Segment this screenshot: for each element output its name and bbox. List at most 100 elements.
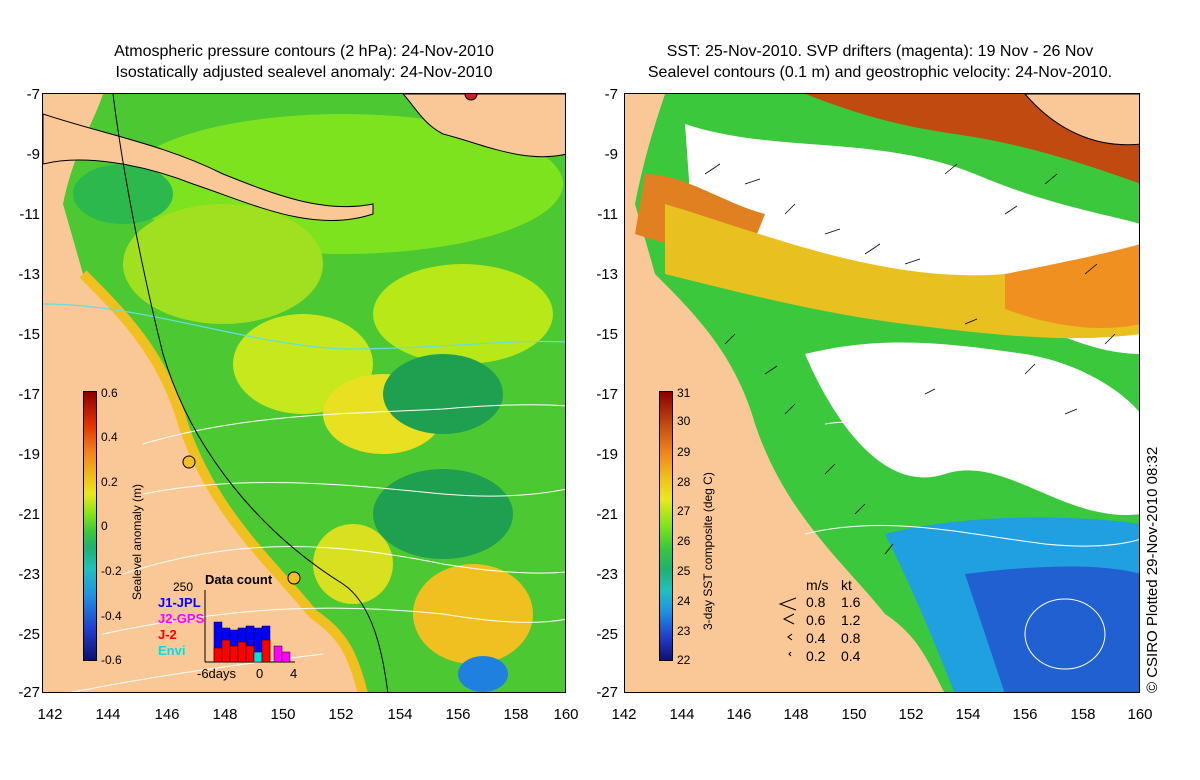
right-y-label: -21	[596, 506, 618, 523]
sealevel-contour-3	[1024, 598, 1106, 670]
sealevel-tick-4: -0.2	[101, 564, 122, 578]
left-y-label: -9	[26, 146, 40, 163]
left-x-label: 158	[503, 706, 529, 723]
right-map-panel	[624, 93, 1140, 693]
sealevel-contour-1	[824, 421, 1139, 469]
right-y-label: -25	[596, 626, 618, 643]
cloud-mask-2	[805, 342, 1139, 515]
right-y-label: -7	[604, 86, 618, 103]
coastal-band	[79, 270, 368, 692]
right-y-label: -19	[596, 446, 618, 463]
sst-tick-4: 27	[677, 504, 691, 518]
sealevel-anomaly-map	[43, 94, 565, 692]
right-y-label: -23	[596, 566, 618, 583]
anomaly-patch-2	[123, 204, 323, 324]
sealevel-tick-5: -0.4	[101, 609, 122, 623]
sealevel-tick-1: 0.4	[101, 430, 118, 444]
right-title-line1: SST: 25-Nov-2010. SVP drifters (magenta)…	[666, 43, 1094, 60]
left-y-label: -13	[18, 266, 40, 283]
left-y-label: -19	[18, 446, 40, 463]
right-y-label: -9	[604, 146, 618, 163]
left-title-line2: Isostatically adjusted sealevel anomaly:…	[115, 64, 493, 81]
velocity-row-0-ms: 0.8	[806, 594, 826, 610]
left-y-label: -23	[18, 566, 40, 583]
data-count-max: 250	[173, 580, 194, 594]
sst-tick-5: 26	[677, 534, 691, 548]
depth-contour	[112, 94, 389, 692]
pressure-contour-1	[43, 303, 565, 350]
right-x-label: 144	[669, 706, 695, 723]
tide-gauge-2	[182, 455, 196, 469]
velocity-header-ms: m/s	[806, 577, 829, 593]
sst-colorbar	[659, 391, 673, 661]
right-x-label: 150	[841, 706, 867, 723]
right-y-label: -17	[596, 386, 618, 403]
right-y-label: -13	[596, 266, 618, 283]
anomaly-patch-10	[313, 524, 393, 604]
sealevel-colorbar-title: Sealevel anomaly (m)	[130, 483, 144, 600]
tide-gauge-1	[464, 94, 478, 101]
pressure-contour-2	[142, 404, 565, 445]
right-x-label: 148	[783, 706, 809, 723]
histogram-xlabel-1: 0	[256, 666, 264, 681]
left-y-label: -17	[18, 386, 40, 403]
left-x-label: 156	[445, 706, 471, 723]
left-map-panel	[42, 93, 566, 693]
left-x-label: 146	[154, 706, 180, 723]
cold-sst-south	[965, 566, 1139, 692]
velocity-legend-arrows	[778, 597, 797, 657]
sst-tick-2: 29	[677, 445, 691, 459]
sst-tick-8: 23	[677, 624, 691, 638]
velocity-row-1-kt: 1.2	[841, 612, 861, 628]
left-title-line1: Atmospheric pressure contours (2 hPa): 2…	[114, 43, 494, 60]
sealevel-tick-3: 0	[101, 519, 108, 533]
png-coast	[402, 94, 565, 158]
velocity-header-kt: kt	[841, 577, 852, 593]
anomaly-patch-8	[413, 564, 533, 664]
legend-j-2: J-2	[158, 627, 177, 642]
sst-tick-9: 22	[677, 653, 691, 667]
right-x-label: 152	[898, 706, 924, 723]
sst-tick-7: 24	[677, 594, 691, 608]
sst-tick-6: 25	[677, 564, 691, 578]
right-x-label: 154	[955, 706, 981, 723]
left-y-label: -15	[18, 326, 40, 343]
pressure-contour-6	[70, 653, 324, 692]
anomaly-patch-7	[373, 469, 513, 559]
sealevel-colorbar	[83, 391, 97, 661]
histogram-xlabel-2: 4	[290, 666, 298, 681]
right-title-line2: Sealevel contours (0.1 m) and geostrophi…	[647, 64, 1113, 81]
left-x-label: 150	[270, 706, 296, 723]
velocity-row-2-kt: 0.8	[841, 630, 861, 646]
legend-envi: Envi	[158, 643, 186, 658]
anomaly-patch-6	[383, 354, 503, 434]
gulf-coast	[43, 113, 374, 222]
sst-colorbar-title: 3-day SST composite (deg C)	[701, 472, 715, 630]
left-x-label: 152	[328, 706, 354, 723]
pressure-contour-4	[122, 546, 565, 575]
right-y-label: -27	[596, 684, 618, 701]
right-y-label: -11	[597, 206, 618, 223]
data-count-title: Data count	[205, 572, 273, 587]
right-x-label: 158	[1070, 706, 1096, 723]
left-y-label: -27	[18, 684, 40, 701]
credit-text: © CSIRO Plotted 29-Nov-2010 08:32	[1144, 446, 1161, 693]
left-x-label: 160	[553, 706, 579, 723]
right-y-label: -15	[596, 326, 618, 343]
left-x-label: 148	[212, 706, 238, 723]
left-x-label: 154	[387, 706, 413, 723]
sealevel-contour-2	[804, 524, 1139, 547]
legend-j2-gps: J2-GPS	[158, 611, 205, 626]
velocity-row-2-ms: 0.4	[806, 630, 826, 646]
sst-tick-1: 30	[677, 414, 691, 428]
sealevel-tick-0: 0.6	[101, 386, 118, 400]
velocity-row-1-ms: 0.6	[806, 612, 826, 628]
sealevel-tick-2: 0.2	[101, 475, 118, 489]
right-x-label: 160	[1127, 706, 1153, 723]
pressure-contour-5	[102, 607, 565, 635]
geostrophic-velocity-vectors	[704, 163, 1116, 555]
png-coast	[1024, 94, 1139, 146]
left-x-label: 142	[37, 706, 63, 723]
left-y-label: -11	[19, 206, 40, 223]
tide-gauge-3	[287, 571, 301, 585]
